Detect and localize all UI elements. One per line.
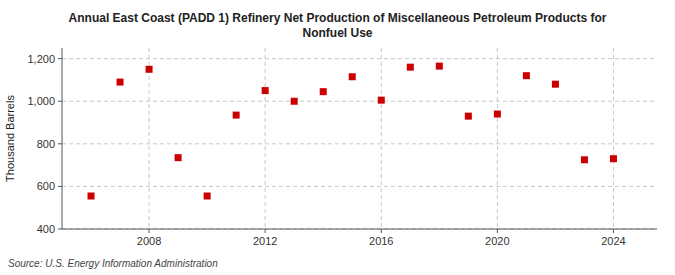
x-tick-label: 2012	[253, 235, 277, 247]
point	[610, 155, 617, 162]
point	[349, 73, 356, 80]
x-grid-line	[265, 48, 266, 229]
x-tick	[381, 229, 382, 233]
x-tick-label: 2020	[485, 235, 509, 247]
x-grid-line	[613, 48, 614, 229]
point	[465, 113, 472, 120]
y-axis: 400 600 800 1,000 1,200	[27, 53, 62, 235]
point	[117, 79, 124, 86]
chart-title: Annual East Coast (PADD 1) Refinery Net …	[69, 11, 607, 40]
point	[233, 112, 240, 119]
y-tick-label: 800	[37, 138, 55, 150]
title-line: Annual East Coast (PADD 1) Refinery Net …	[69, 11, 607, 25]
point	[523, 72, 530, 79]
x-tick	[265, 229, 266, 233]
x-grid-line	[497, 48, 498, 229]
grid	[62, 48, 657, 229]
x-tick-label: 2008	[137, 235, 161, 247]
y-axis-line	[62, 48, 63, 229]
y-grid-line	[62, 186, 657, 187]
point	[146, 66, 153, 73]
x-grid-line	[381, 48, 382, 229]
point	[320, 88, 327, 95]
y-tick-label: 1,000	[27, 95, 55, 107]
y-grid-line	[62, 101, 657, 102]
y-tick	[58, 101, 62, 102]
point	[175, 154, 182, 161]
point	[88, 192, 95, 199]
x-axis-line	[62, 229, 657, 230]
x-grid-line	[149, 48, 150, 229]
y-tick	[58, 186, 62, 187]
y-tick-label: 400	[37, 223, 55, 235]
chart-svg: Annual East Coast (PADD 1) Refinery Net …	[0, 0, 675, 275]
x-tick	[149, 229, 150, 233]
y-grid-line	[62, 143, 657, 144]
x-tick	[613, 229, 614, 233]
point	[494, 111, 501, 118]
x-tick-label: 2016	[369, 235, 393, 247]
point	[262, 87, 269, 94]
point	[378, 97, 385, 104]
source-note: Source: U.S. Energy Information Administ…	[8, 258, 218, 269]
point	[552, 81, 559, 88]
y-axis-label: Thousand Barrels	[4, 95, 16, 182]
y-tick	[58, 229, 62, 230]
x-tick	[497, 229, 498, 233]
y-grid-line	[62, 229, 657, 230]
point	[581, 156, 588, 163]
points	[88, 63, 617, 200]
y-grid-line	[62, 58, 657, 59]
point	[407, 64, 414, 71]
y-tick-label: 1,200	[27, 53, 55, 65]
x-axis: 2008 2012 2016 2020 2024	[137, 229, 626, 247]
title-line: Nonfuel Use	[302, 26, 372, 40]
point	[436, 63, 443, 70]
y-tick-label: 600	[37, 180, 55, 192]
point	[204, 192, 211, 199]
x-tick-label: 2024	[601, 235, 625, 247]
y-tick	[58, 143, 62, 144]
y-tick	[58, 58, 62, 59]
point	[291, 98, 298, 105]
